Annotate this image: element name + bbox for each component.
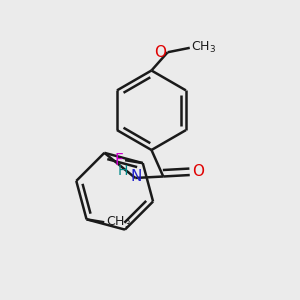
Text: N: N <box>130 169 142 184</box>
Text: O: O <box>192 164 204 179</box>
Text: H: H <box>118 164 128 178</box>
Text: F: F <box>115 153 124 168</box>
Text: O: O <box>154 45 166 60</box>
Text: CH$_3$: CH$_3$ <box>106 215 131 230</box>
Text: CH$_3$: CH$_3$ <box>191 40 216 56</box>
